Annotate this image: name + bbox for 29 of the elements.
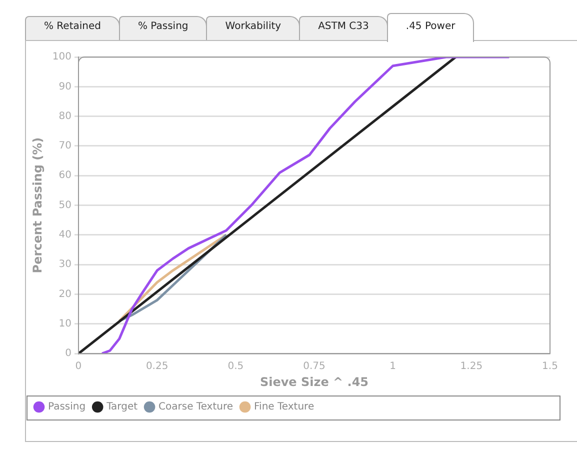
text: Workability (206, 16, 300, 41)
y-tick-label: 60 (58, 170, 72, 182)
y-tick-label: 10 (58, 318, 72, 330)
legend-label: Fine Texture (254, 402, 314, 413)
y-tick-label: 0 (65, 348, 72, 360)
x-tick-label: 1 (390, 361, 396, 372)
text: .45 Power (386, 13, 474, 42)
x-tick-label: 0 (75, 361, 82, 372)
y-tick-label: 100 (52, 52, 72, 63)
x-tick-label: 0.5 (228, 361, 244, 372)
y-tick-label: 80 (58, 110, 72, 122)
y-tick-label: 90 (58, 81, 72, 92)
x-tick-label: 1.5 (542, 361, 558, 372)
text: ASTM C33 (299, 16, 388, 41)
legend-label: Passing (48, 402, 86, 413)
y-tick-label: 50 (58, 200, 72, 211)
x-axis-title: Sieve Size ^ .45 (260, 374, 369, 389)
y-axis-title: Percent Passing (%) (30, 137, 44, 274)
legend-label: Coarse Texture (158, 402, 234, 413)
x-tick-label: 1.25 (460, 361, 483, 372)
y-tick-label: 40 (58, 230, 72, 241)
text: % Passing (119, 16, 208, 41)
y-tick-label: 20 (58, 288, 72, 300)
text: % Retained (25, 16, 120, 41)
y-tick-label: 30 (58, 259, 72, 270)
x-tick-label: 0.75 (303, 361, 326, 372)
y-tick-label: 70 (58, 140, 72, 152)
legend-label: Target (106, 402, 138, 413)
x-tick-label: 0.25 (146, 361, 168, 372)
